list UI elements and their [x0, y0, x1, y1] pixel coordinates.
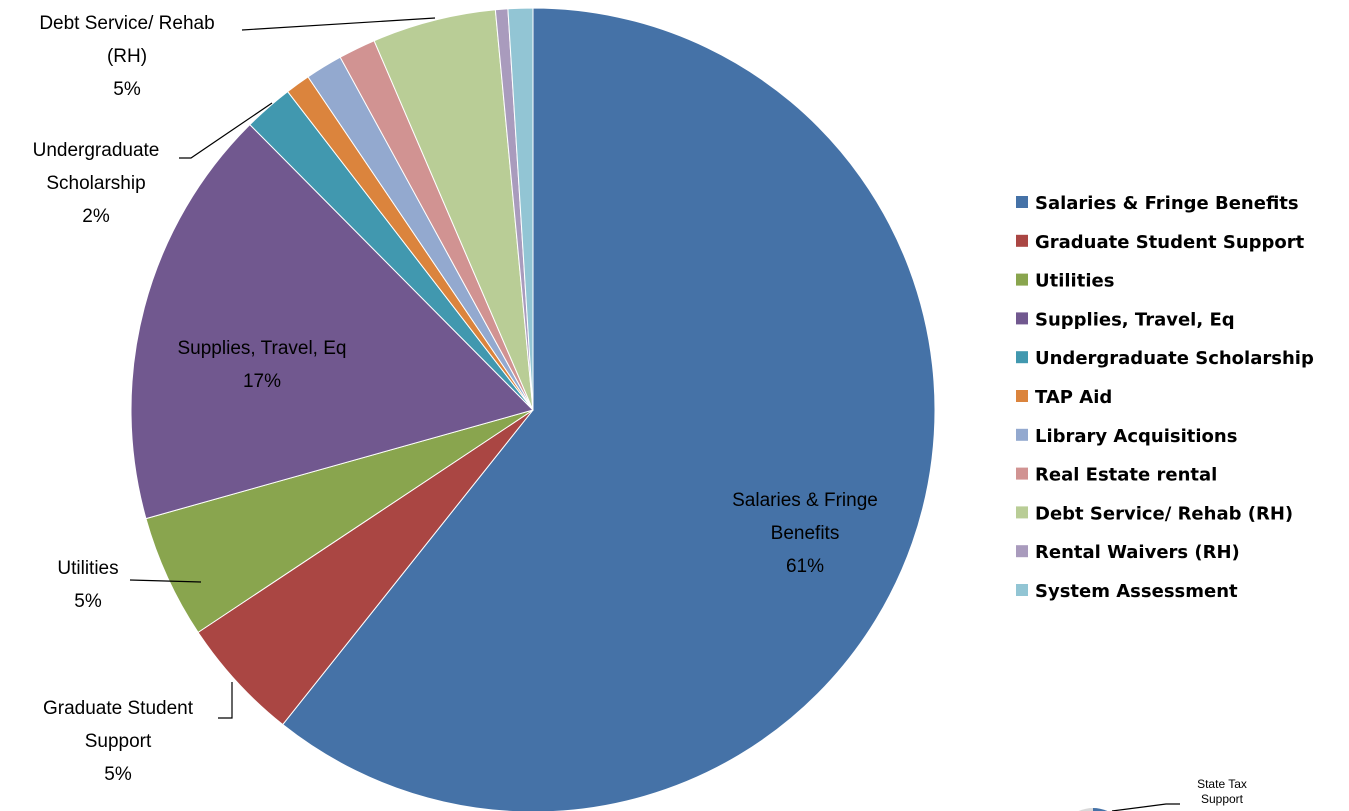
legend-item-library-acquisitions: Library Acquisitions [1016, 426, 1237, 447]
legend-swatch [1016, 390, 1028, 402]
legend-swatch [1016, 545, 1028, 558]
legend-swatch [1016, 196, 1028, 208]
legend-swatch [1016, 273, 1028, 286]
legend-swatch [1016, 234, 1028, 247]
legend-swatch [1016, 312, 1028, 325]
legend-label: Undergraduate Scholarship [1035, 348, 1314, 369]
legend-item-supplies-travel-eq: Supplies, Travel, Eq [1016, 309, 1235, 330]
secondary-chart-fragment: State Tax Support [1078, 777, 1247, 811]
data-label-graduate-student-support: Graduate Student Support 5% [43, 698, 194, 785]
legend-item-salaries-fringe-benefits: Salaries & Fringe Benefits [1016, 193, 1299, 214]
legend-label: Salaries & Fringe Benefits [1035, 193, 1299, 214]
legend-item-rental-waivers-rh: Rental Waivers (RH) [1016, 542, 1240, 563]
mini-pie-slice [1078, 808, 1093, 811]
legend: Salaries & Fringe Benefits Graduate Stude… [1016, 193, 1314, 602]
legend-item-debt-service-rehab-rh: Debt Service/ Rehab (RH) [1016, 503, 1293, 524]
legend-label: Rental Waivers (RH) [1035, 542, 1240, 563]
leader-lines [129, 17, 436, 719]
legend-item-tap-aid: TAP Aid [1016, 387, 1112, 408]
legend-label: Supplies, Travel, Eq [1035, 309, 1235, 330]
leader-line-utilities [129, 579, 202, 583]
legend-label: Graduate Student Support [1035, 232, 1305, 253]
legend-label: TAP Aid [1035, 387, 1112, 408]
pie-slice-supplies-travel-eq [130, 123, 534, 520]
legend-swatch [1016, 428, 1028, 441]
legend-swatch [1016, 467, 1028, 480]
data-label-salaries-fringe-benefits: Salaries & Fringe Benefits 61% [732, 490, 878, 577]
mini-leader-line [1111, 803, 1180, 811]
legend-label: Utilities [1035, 271, 1114, 292]
legend-swatch [1016, 584, 1028, 596]
data-label-supplies-travel-eq: Supplies, Travel, Eq 17% [178, 338, 347, 392]
legend-label: System Assessment [1035, 581, 1238, 602]
leader-line-debt-service-rehab-rh [241, 17, 436, 31]
legend-swatch [1016, 351, 1028, 364]
legend-label: Debt Service/ Rehab (RH) [1035, 503, 1293, 524]
legend-item-real-estate-rental: Real Estate rental [1016, 465, 1217, 486]
legend-item-graduate-student-support: Graduate Student Support [1016, 232, 1305, 253]
legend-item-utilities: Utilities [1016, 271, 1114, 292]
legend-swatch [1016, 506, 1028, 519]
data-label-undergraduate-scholarship: Undergraduate Scholarship 2% [33, 140, 160, 227]
pie-slice-system-assessment [507, 7, 534, 411]
legend-item-system-assessment: System Assessment [1016, 581, 1238, 602]
legend-label: Library Acquisitions [1035, 426, 1237, 447]
legend-item-undergraduate-scholarship: Undergraduate Scholarship [1016, 348, 1314, 369]
pie-slice-salaries-fringe-benefits [282, 7, 936, 811]
data-label-debt-service-rehab-rh: Debt Service/ Rehab (RH) 5% [39, 13, 214, 100]
legend-label: Real Estate rental [1035, 465, 1217, 486]
data-label-utilities: Utilities 5% [57, 558, 118, 612]
mini-pie-slice [1093, 808, 1108, 811]
mini-data-label: State Tax Support [1197, 777, 1247, 806]
leader-line-graduate-student-support [218, 682, 233, 719]
leader-line-undergraduate-scholarship [179, 102, 273, 159]
pie-slices [130, 7, 936, 811]
data-labels: Salaries & Fringe Benefits 61% Graduate Stu… [33, 13, 878, 785]
